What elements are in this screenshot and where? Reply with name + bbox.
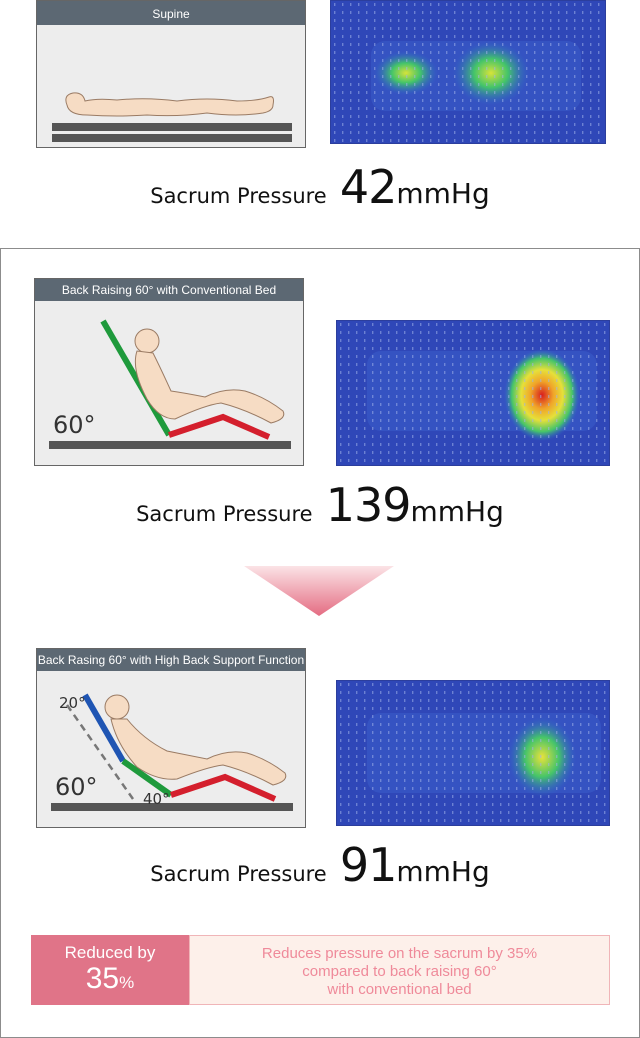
high-back-pressure-label: Sacrum Pressure [150, 862, 327, 886]
reduction-description-line2: compared to back raising 60° [302, 963, 497, 980]
supine-pressure-readout: Sacrum Pressure 42mmHg [0, 160, 640, 220]
conventional-pressure-unit: mmHg [410, 495, 504, 528]
high-back-illustration-panel: Back Rasing 60° with High Back Support F… [36, 648, 306, 828]
supine-pressure-label: Sacrum Pressure [150, 184, 327, 208]
conventional-angle-label: 60° [53, 411, 96, 439]
supine-illustration-panel: Supine [36, 0, 306, 148]
conventional-panel-title: Back Raising 60° with Conventional Bed [35, 279, 303, 301]
high-back-angle-60-label: 60° [55, 773, 98, 801]
reduction-description-line3: with conventional bed [327, 981, 472, 998]
high-back-illustration [51, 693, 293, 811]
supine-panel-title: Supine [37, 1, 305, 25]
supine-pressure-value: 42 [339, 160, 398, 214]
reduction-description: Reduces pressure on the sacrum by 35% co… [189, 935, 610, 1005]
conventional-pressure-label: Sacrum Pressure [136, 502, 313, 526]
conventional-pressure-value: 139 [325, 478, 412, 532]
high-back-angle-40-label: 40° [143, 790, 170, 808]
conventional-heatmap [336, 320, 610, 466]
conventional-body [134, 328, 285, 424]
supine-body [65, 92, 274, 117]
reduction-description-line1: Reduces pressure on the sacrum by 35% [261, 945, 538, 962]
reduction-percent-value: 35 [85, 962, 120, 995]
conventional-illustration [49, 319, 291, 449]
supine-pressure-unit: mmHg [396, 177, 490, 210]
high-back-pressure-unit: mmHg [396, 855, 490, 888]
conventional-pressure-readout: Sacrum Pressure 139mmHg [0, 478, 640, 538]
conventional-illustration-panel: Back Raising 60° with Conventional Bed 6… [34, 278, 304, 466]
high-back-angle-20-label: 20° [59, 694, 86, 712]
high-back-panel-title: Back Rasing 60° with High Back Support F… [37, 649, 305, 671]
reduction-percent: 35% [31, 963, 189, 1000]
high-back-pressure-readout: Sacrum Pressure 91mmHg [0, 838, 640, 898]
reduction-percent-sign: % [119, 973, 135, 992]
supine-illustration [52, 92, 292, 142]
high-back-pressure-value: 91 [339, 838, 398, 892]
high-back-heatmap [336, 680, 610, 826]
reduction-label: Reduced by [64, 943, 156, 962]
high-back-body [104, 694, 287, 786]
reduction-badge: Reduced by 35% [31, 935, 189, 1005]
down-arrow-icon [244, 566, 394, 616]
supine-heatmap [330, 0, 606, 144]
